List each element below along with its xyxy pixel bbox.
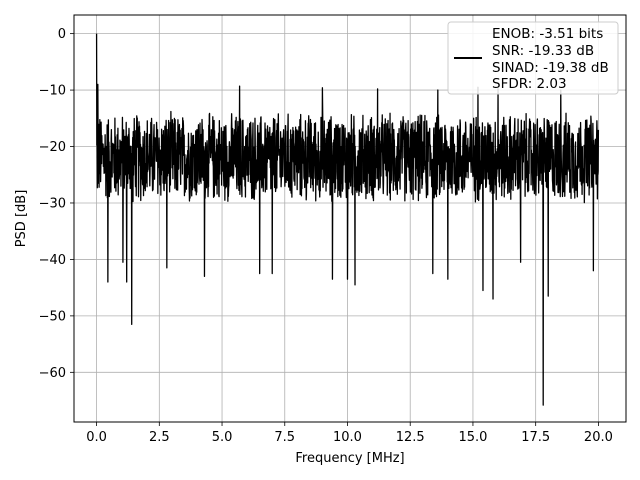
x-axis-ticks: 0.0 2.5 5.0 7.5 10.0 12.5 15.0 17.5 20.0 [86, 422, 613, 445]
y-tick-label: −50 [39, 309, 66, 324]
y-tick-label: −10 [39, 84, 66, 99]
y-tick-label: −30 [39, 196, 66, 211]
legend: ENOB: -3.51 bits SNR: -19.33 dB SINAD: -… [447, 21, 619, 95]
x-tick-label: 20.0 [584, 430, 613, 445]
axes-frame [73, 14, 627, 423]
y-axis-ticks: 0 −10 −20 −30 −40 −50 −60 [39, 27, 74, 381]
y-tick-label: −60 [39, 366, 66, 381]
x-tick-label: 5.0 [212, 430, 233, 445]
legend-entry: SINAD: -19.38 dB [492, 60, 609, 76]
legend-entry: SNR: -19.33 dB [492, 43, 594, 59]
legend-entry: ENOB: -3.51 bits [492, 26, 603, 42]
y-tick-label: 0 [58, 27, 66, 42]
legend-entry: SFDR: 2.03 [492, 76, 567, 92]
x-axis-label: Frequency [MHz] [295, 451, 404, 466]
x-tick-label: 0.0 [86, 430, 107, 445]
y-tick-label: −20 [39, 140, 66, 155]
y-axis-label: PSD [dB] [14, 190, 29, 248]
x-tick-label: 7.5 [274, 430, 295, 445]
x-tick-label: 2.5 [149, 430, 170, 445]
x-tick-label: 15.0 [458, 430, 487, 445]
x-tick-label: 10.0 [333, 430, 362, 445]
psd-series-line [95, 33, 600, 406]
series-layer [95, 33, 600, 406]
y-tick-label: −40 [39, 253, 66, 268]
x-tick-label: 17.5 [521, 430, 550, 445]
x-tick-label: 12.5 [396, 430, 425, 445]
legend-box [447, 21, 619, 95]
